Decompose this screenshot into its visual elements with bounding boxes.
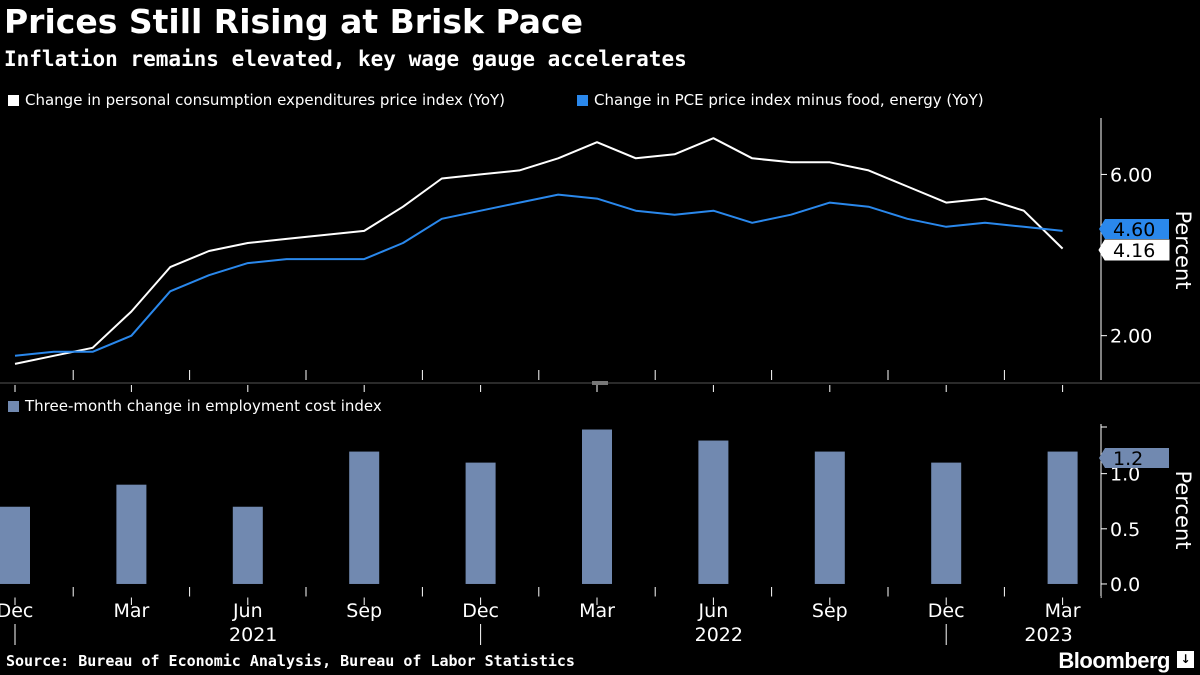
eci-bar <box>931 462 962 584</box>
y-axis-title-top: Percent <box>1171 210 1195 289</box>
x-tick-label: Mar <box>1045 600 1081 622</box>
y-tick-label-bottom: 1.0 <box>1110 464 1140 486</box>
legend-core-pce: Change in PCE price index minus food, en… <box>577 91 984 109</box>
headline-pce-end-label-box <box>1098 239 1170 261</box>
headline-pce-end-label-text: 4.16 <box>1113 240 1155 262</box>
year-label: 2021 <box>229 624 277 646</box>
eci-bar <box>1047 451 1078 584</box>
eci-bar <box>349 451 380 584</box>
x-tick-label: Sep <box>346 600 382 622</box>
eci-bar <box>698 440 729 584</box>
eci-bar <box>0 506 30 584</box>
x-tick-label: Dec <box>462 600 499 622</box>
legend-swatch-headline <box>8 94 19 106</box>
legend-label-headline: Change in personal consumption expenditu… <box>25 91 506 109</box>
legend-headline-pce: Change in personal consumption expenditu… <box>8 91 505 109</box>
panel-drag-handle <box>592 381 608 385</box>
x-tick-label: Jun <box>232 600 263 622</box>
y-tick-label-top: 6.00 <box>1110 164 1152 186</box>
y-tick-label-bottom: 0.0 <box>1110 574 1140 596</box>
x-tick-label: Dec <box>928 600 965 622</box>
x-tick-label: Jun <box>698 600 729 622</box>
y-tick-label-top: 2.00 <box>1110 326 1152 348</box>
y-axis-title-bottom: Percent <box>1171 470 1195 549</box>
eci-bar <box>116 484 147 584</box>
legend-label-eci: Three-month change in employment cost in… <box>25 397 382 415</box>
eci-bar <box>814 451 845 584</box>
eci-end-label-box <box>1099 448 1169 468</box>
x-tick-label: Dec <box>0 600 33 622</box>
core-pce-end-label-box <box>1099 219 1169 239</box>
legend-eci: Three-month change in employment cost in… <box>8 397 382 415</box>
eci-bar <box>582 429 612 584</box>
legend-swatch-core <box>577 94 588 106</box>
eci-bar <box>465 462 496 584</box>
chart-title: Prices Still Rising at Brisk Pace <box>4 2 583 41</box>
year-label: 2022 <box>695 624 743 646</box>
x-tick-label: Sep <box>812 600 848 622</box>
eci-bar <box>232 506 263 584</box>
x-tick-label: Mar <box>113 600 149 622</box>
year-label: 2023 <box>1024 624 1072 646</box>
legend-label-core: Change in PCE price index minus food, en… <box>594 91 984 109</box>
download-icon[interactable]: ↓ <box>1177 651 1194 668</box>
core-pce-line <box>14 193 1063 357</box>
eci-end-label-text: 1.2 <box>1113 448 1143 470</box>
x-tick-label: Mar <box>579 600 615 622</box>
legend-swatch-eci <box>8 400 19 412</box>
core-pce-end-label-text: 4.60 <box>1113 219 1155 241</box>
y-tick-label-bottom: 0.5 <box>1110 519 1140 541</box>
chart-subtitle: Inflation remains elevated, key wage gau… <box>4 47 687 71</box>
bloomberg-logo: Bloomberg <box>1058 648 1170 673</box>
source-note: Source: Bureau of Economic Analysis, Bur… <box>6 652 575 670</box>
headline-pce-line <box>14 137 1064 365</box>
